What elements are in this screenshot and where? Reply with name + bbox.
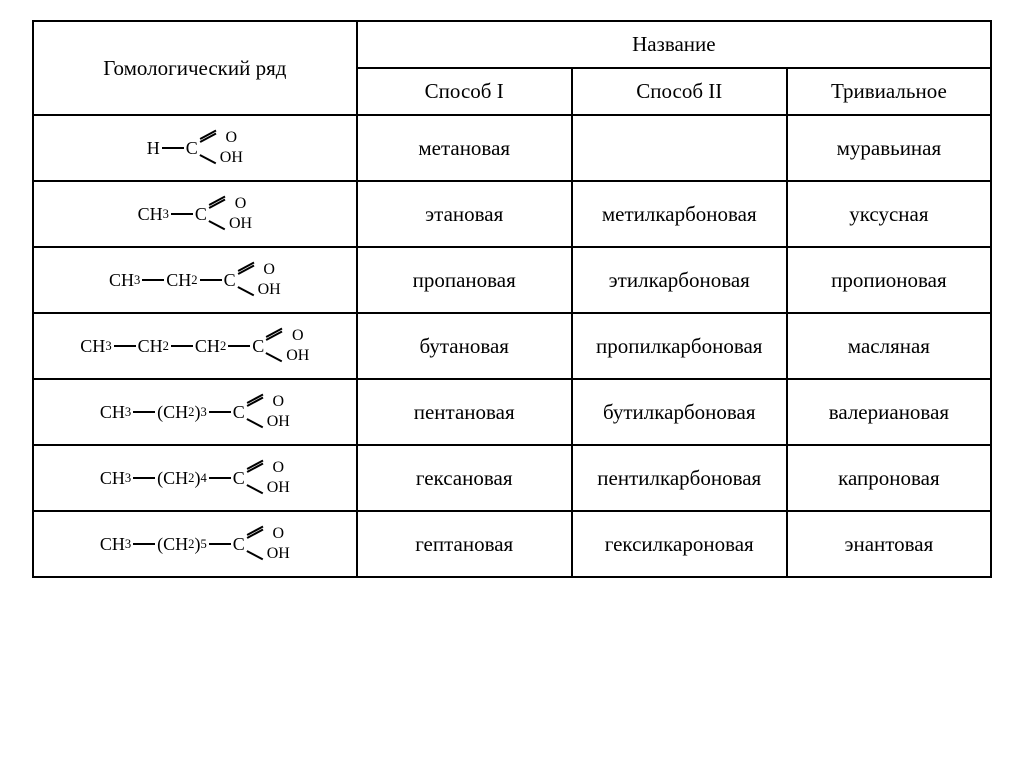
cell-method2: пентилкарбоновая	[572, 445, 787, 511]
table-row: CH3 C O OH этановая метилка	[33, 181, 991, 247]
carboxylic-acids-table: Гомологический ряд Название Способ I Спо…	[32, 20, 992, 578]
cell-trivial: капроновая	[787, 445, 991, 511]
formula-cell: CH3 (CH2)5 C O OH	[33, 511, 357, 577]
table-row: CH3 CH2 CH2 C O OH	[33, 313, 991, 379]
cell-trivial: уксусная	[787, 181, 991, 247]
formula-cell: CH3 CH2 CH2 C O OH	[33, 313, 357, 379]
cell-method2: бутилкарбоновая	[572, 379, 787, 445]
cell-method1: гексановая	[357, 445, 572, 511]
header-homologous: Гомологический ряд	[33, 21, 357, 115]
cell-method2: пропилкарбоновая	[572, 313, 787, 379]
header-method1: Способ I	[357, 68, 572, 115]
cell-trivial: валериановая	[787, 379, 991, 445]
formula-cell: CH3 C O OH	[33, 181, 357, 247]
formula-cell: CH3 (CH2)3 C O OH	[33, 379, 357, 445]
table-row: CH3 CH2 C O OH	[33, 247, 991, 313]
cell-trivial: пропионовая	[787, 247, 991, 313]
cell-method2: гексилкароновая	[572, 511, 787, 577]
cell-method2: этилкарбоновая	[572, 247, 787, 313]
cell-trivial: масляная	[787, 313, 991, 379]
header-trivial: Тривиальное	[787, 68, 991, 115]
table-row: CH3 (CH2)4 C O OH	[33, 445, 991, 511]
cell-method1: пентановая	[357, 379, 572, 445]
cell-method1: этановая	[357, 181, 572, 247]
cell-trivial: энантовая	[787, 511, 991, 577]
formula-cell: CH3 (CH2)4 C O OH	[33, 445, 357, 511]
cell-method2	[572, 115, 787, 181]
formula-cell: CH3 CH2 C O OH	[33, 247, 357, 313]
cell-trivial: муравьиная	[787, 115, 991, 181]
cell-method1: пропановая	[357, 247, 572, 313]
header-name: Название	[357, 21, 991, 68]
cell-method1: гептановая	[357, 511, 572, 577]
table-row: CH3 (CH2)3 C O OH	[33, 379, 991, 445]
cell-method2: метилкарбоновая	[572, 181, 787, 247]
cell-method1: бутановая	[357, 313, 572, 379]
table-row: CH3 (CH2)5 C O OH	[33, 511, 991, 577]
cell-method1: метановая	[357, 115, 572, 181]
formula-cell: H C O OH	[33, 115, 357, 181]
table-row: H C O OH метановая м	[33, 115, 991, 181]
header-method2: Способ II	[572, 68, 787, 115]
